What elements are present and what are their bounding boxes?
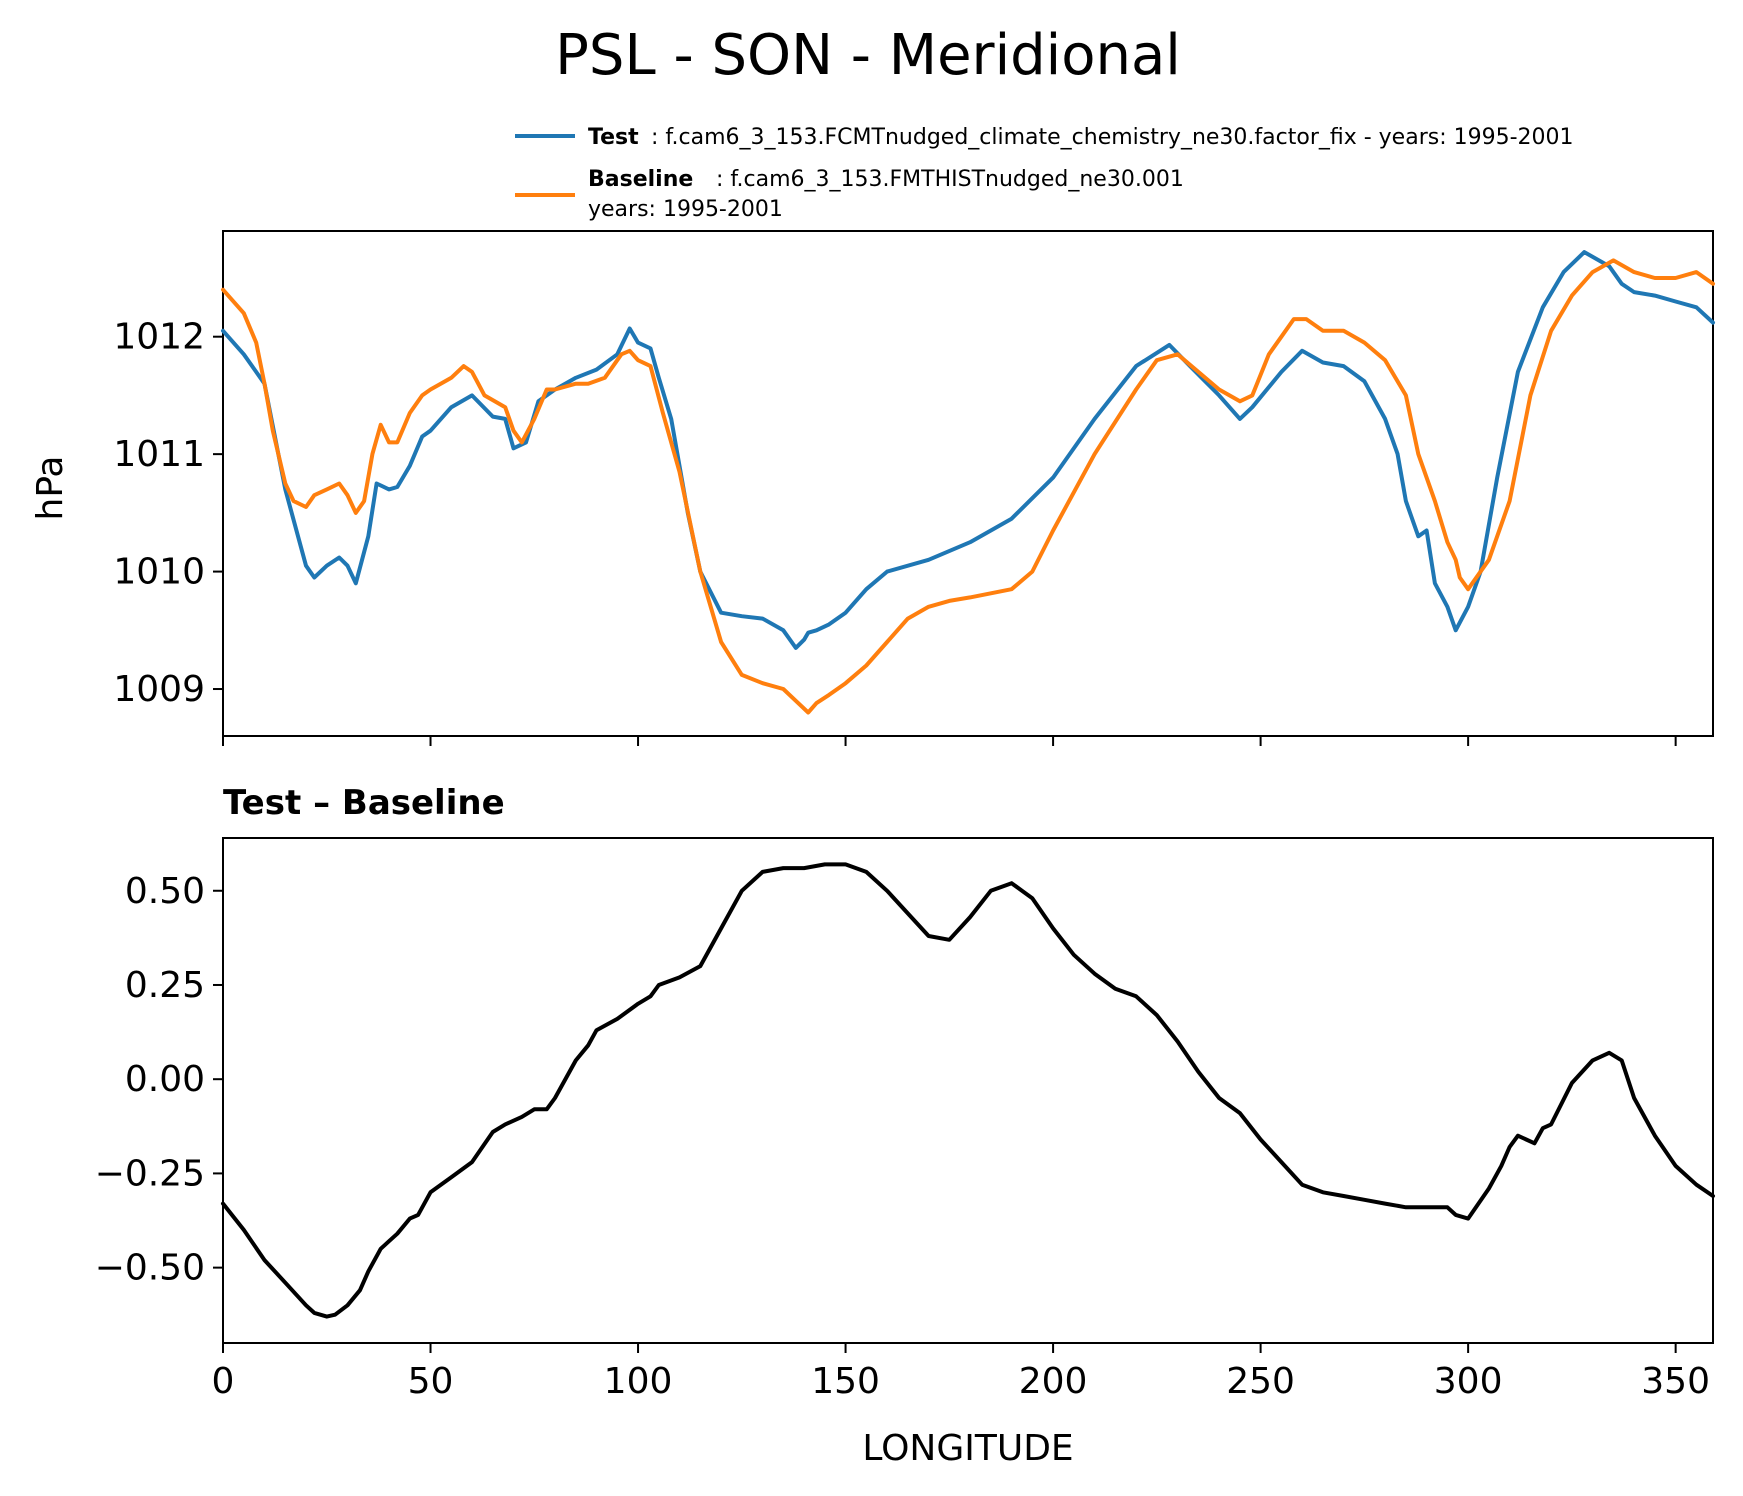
top-lines xyxy=(221,250,1715,715)
bottom-xtick-label: 200 xyxy=(1019,1361,1088,1402)
bottom-xtick-label: 0 xyxy=(212,1361,235,1402)
legend-baseline-desc2: years: 1995-2001 xyxy=(588,197,783,222)
bottom-ytick-label: −0.50 xyxy=(95,1248,205,1289)
top-ytick-label: 1011 xyxy=(113,434,205,475)
legend-test-desc: : f.cam6_3_153.FCMTnudged_climate_chemis… xyxy=(651,125,1574,150)
top-ylabel: hPa xyxy=(30,456,71,521)
bottom-xtick-label: 300 xyxy=(1434,1361,1503,1402)
bottom-ytick-label: −0.25 xyxy=(95,1153,205,1194)
chart-title: PSL - SON - Meridional xyxy=(555,23,1181,88)
bottom-xlabel: LONGITUDE xyxy=(862,1428,1073,1469)
bottom-xtick-label: 350 xyxy=(1641,1361,1710,1402)
legend-baseline-desc: : f.cam6_3_153.FMTHISTnudged_ne30.001 xyxy=(716,167,1184,192)
bottom-title: Test – Baseline xyxy=(223,783,505,823)
top-axes-frame xyxy=(222,230,1714,737)
top-ytick-label: 1010 xyxy=(113,552,205,593)
top-ytick-label: 1009 xyxy=(113,669,205,710)
top-yticks: 1009 1010 1011 1012 xyxy=(113,317,223,710)
bottom-ytick-label: 0.25 xyxy=(125,965,205,1006)
bottom-xticks: 0 50 100 150 200 250 300 350 xyxy=(212,1343,1710,1402)
bottom-ytick-label: 0.00 xyxy=(125,1059,205,1100)
bottom-xtick-label: 250 xyxy=(1226,1361,1295,1402)
top-series-line-test xyxy=(221,250,1715,650)
top-ytick-label: 1012 xyxy=(113,317,205,358)
bottom-xtick-label: 150 xyxy=(811,1361,880,1402)
top-panel: 1009 1010 1011 1012 hPa xyxy=(30,230,1715,746)
legend: Test : f.cam6_3_153.FCMTnudged_climate_c… xyxy=(515,125,1574,222)
bottom-xtick-label: 100 xyxy=(604,1361,673,1402)
bottom-lines xyxy=(221,862,1715,1319)
bottom-xtick-label: 50 xyxy=(408,1361,454,1402)
top-series-line-baseline xyxy=(221,258,1715,715)
bottom-axes-frame xyxy=(222,837,1714,1344)
legend-baseline-name: Baseline xyxy=(588,167,693,192)
legend-test-name: Test xyxy=(588,125,639,150)
bottom-ytick-label: 0.50 xyxy=(125,871,205,912)
bottom-yticks: 0.50 0.25 0.00 −0.25 −0.50 xyxy=(95,871,223,1289)
bottom-series-line-test-baseline xyxy=(221,862,1715,1319)
top-xticks xyxy=(222,736,1677,746)
bottom-panel: Test – Baseline 0.50 0.25 0.00 −0.25 −0.50 0… xyxy=(95,783,1715,1469)
